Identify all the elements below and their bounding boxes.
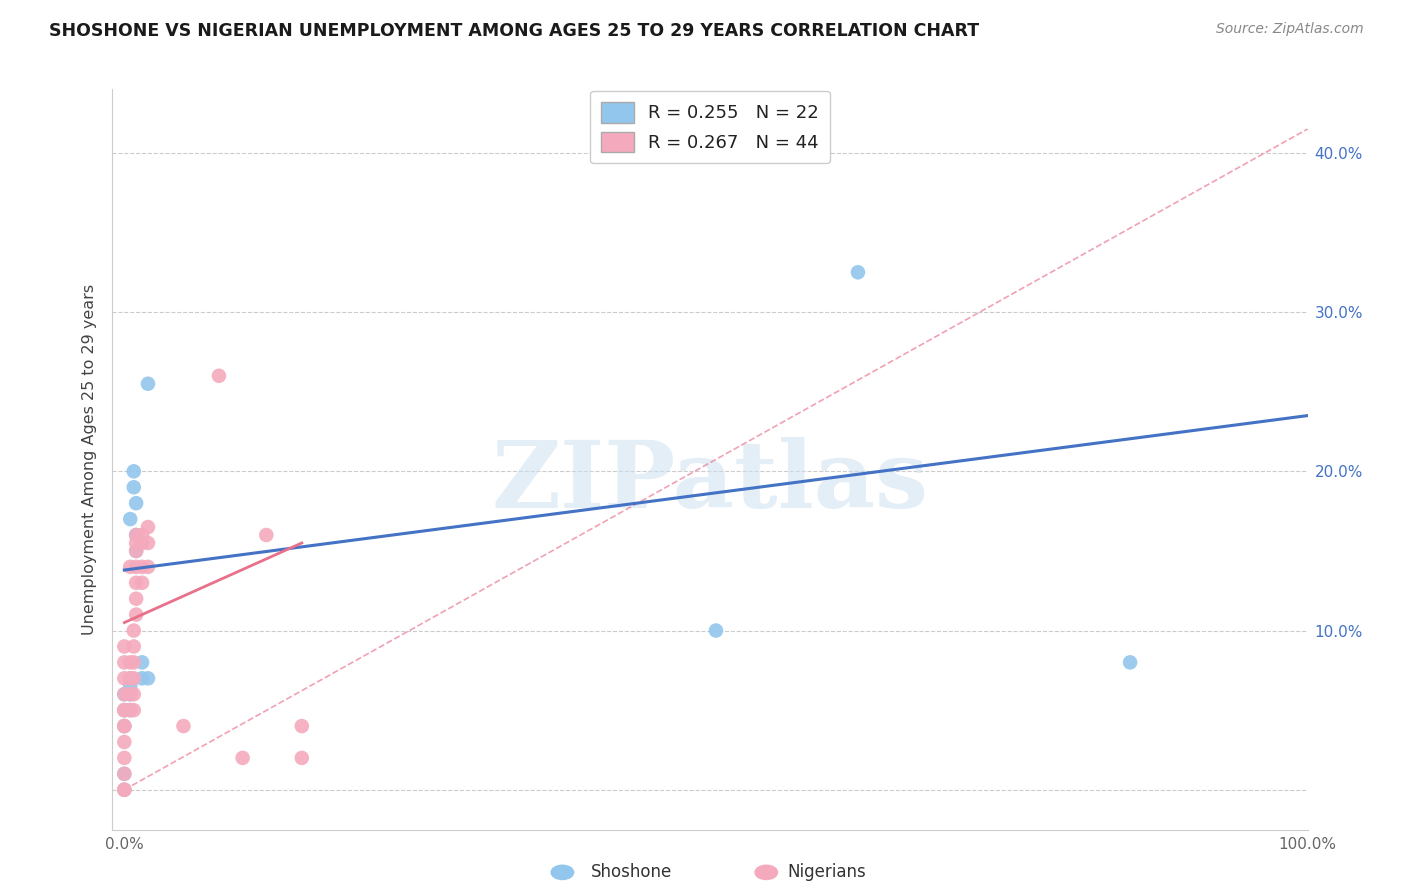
Point [125, 575, 148, 590]
Point [112, 719, 135, 733]
Point [208, 368, 231, 383]
Point [120, 687, 142, 701]
Point [112, 703, 135, 717]
Point [120, 687, 142, 701]
Point [120, 703, 142, 717]
Point [112, 687, 135, 701]
Text: Source: ZipAtlas.com: Source: ZipAtlas.com [1216, 22, 1364, 37]
Text: ZIPatlas: ZIPatlas [492, 436, 928, 526]
Point [112, 782, 135, 797]
Point [112, 767, 135, 781]
Point [125, 559, 148, 574]
Point [254, 528, 277, 542]
Point [112, 751, 135, 765]
Point [125, 607, 148, 622]
Point [112, 687, 135, 701]
Point [120, 656, 142, 670]
Point [291, 719, 314, 733]
Point [122, 464, 145, 478]
Y-axis label: Unemployment Among Ages 25 to 29 years: Unemployment Among Ages 25 to 29 years [82, 284, 97, 635]
Point [122, 671, 145, 685]
Point [136, 559, 159, 574]
Point [120, 703, 142, 717]
Point [112, 671, 135, 685]
Point [131, 575, 153, 590]
Point [112, 719, 135, 733]
Point [112, 703, 135, 717]
Text: Nigerians: Nigerians [787, 863, 866, 881]
Point [846, 265, 869, 279]
Point [136, 520, 159, 534]
Point [122, 703, 145, 717]
Point [125, 528, 148, 542]
Point [125, 536, 148, 550]
Point [291, 751, 314, 765]
Point [131, 536, 153, 550]
Point [112, 735, 135, 749]
Point [1119, 656, 1142, 670]
Text: Shoshone: Shoshone [591, 863, 672, 881]
Point [122, 480, 145, 494]
Point [120, 679, 142, 693]
Point [112, 782, 135, 797]
Point [125, 528, 148, 542]
Point [122, 656, 145, 670]
Point [112, 703, 135, 717]
Point [125, 544, 148, 558]
Point [125, 544, 148, 558]
Point [122, 640, 145, 654]
Point [120, 671, 142, 685]
Point [131, 559, 153, 574]
Point [112, 656, 135, 670]
Point [112, 767, 135, 781]
Point [704, 624, 727, 638]
Point [112, 782, 135, 797]
Point [136, 671, 159, 685]
Point [136, 376, 159, 391]
Legend: R = 0.255   N = 22, R = 0.267   N = 44: R = 0.255 N = 22, R = 0.267 N = 44 [591, 91, 830, 163]
Point [136, 536, 159, 550]
Point [131, 656, 153, 670]
Point [125, 591, 148, 606]
Point [122, 687, 145, 701]
Text: SHOSHONE VS NIGERIAN UNEMPLOYMENT AMONG AGES 25 TO 29 YEARS CORRELATION CHART: SHOSHONE VS NIGERIAN UNEMPLOYMENT AMONG … [49, 22, 980, 40]
Point [122, 624, 145, 638]
Point [172, 719, 194, 733]
Point [112, 640, 135, 654]
Point [232, 751, 254, 765]
Point [120, 671, 142, 685]
Point [131, 528, 153, 542]
Point [112, 719, 135, 733]
Point [120, 512, 142, 526]
Point [131, 671, 153, 685]
Point [120, 559, 142, 574]
Point [125, 496, 148, 510]
